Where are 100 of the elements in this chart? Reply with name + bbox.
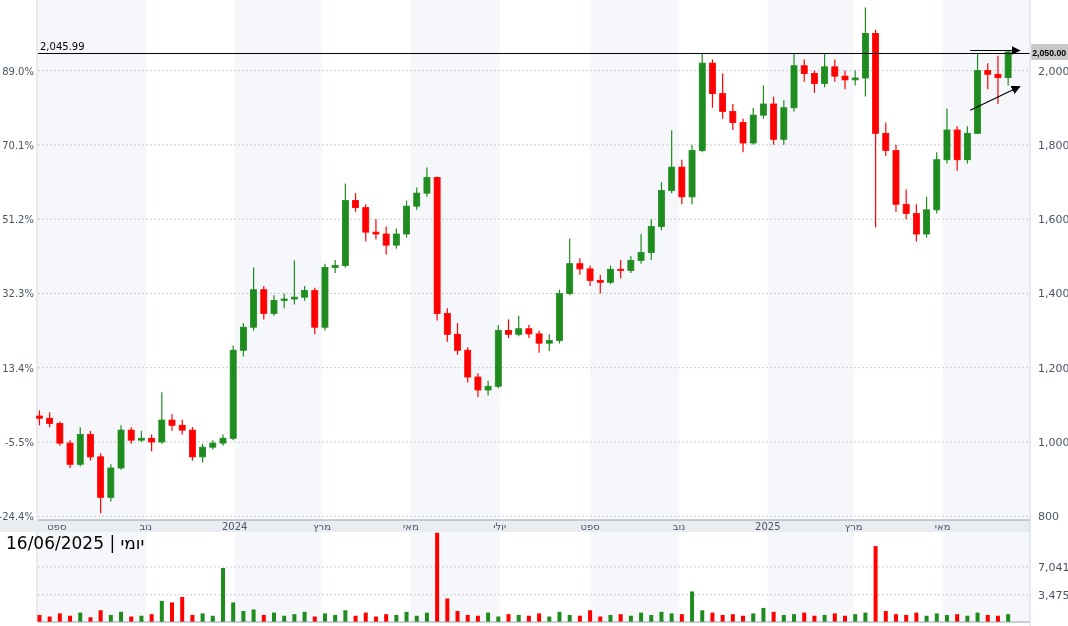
- x-tick-label: 2025: [755, 521, 781, 532]
- candlestick: [882, 121, 890, 157]
- bar: [751, 613, 756, 622]
- bar: [761, 607, 766, 622]
- x-tick-label: מאי: [934, 521, 951, 532]
- candlestick: [729, 103, 737, 131]
- bar: [853, 614, 858, 622]
- candlestick: [382, 225, 390, 256]
- y2-tick-label: -5.5%: [4, 437, 34, 449]
- y-tick-label: 2,000: [1038, 64, 1068, 78]
- bar: [955, 614, 960, 622]
- candlestick: [484, 380, 492, 397]
- candlestick: [413, 186, 421, 211]
- x-tick-label: נוב: [672, 521, 686, 532]
- bar: [934, 613, 939, 622]
- candlestick: [66, 439, 74, 469]
- x-tick-label: יולי: [493, 521, 507, 532]
- candlestick: [535, 329, 543, 354]
- candlestick: [56, 420, 64, 447]
- candlestick: [87, 430, 94, 462]
- bar: [455, 611, 460, 622]
- y2-tick-label: 70.1%: [2, 139, 34, 151]
- candlestick: [984, 62, 992, 90]
- candlestick: [199, 443, 207, 464]
- candlestick: [617, 259, 625, 280]
- y-tick-label: 1,600: [1038, 213, 1068, 227]
- x-tick-label: מרץ: [844, 521, 863, 532]
- bar: [98, 610, 103, 622]
- y-tick-label: 1,000: [1038, 436, 1068, 449]
- y2-tick-label: 89.0%: [2, 65, 34, 77]
- bar: [445, 598, 450, 622]
- bar: [251, 609, 256, 622]
- candlestick: [239, 322, 247, 358]
- bar: [588, 610, 593, 622]
- bar: [149, 614, 154, 622]
- bar: [180, 596, 185, 622]
- candlestick: [607, 264, 614, 285]
- candlestick: [290, 259, 298, 306]
- y-tick-label: 1,400: [1038, 287, 1068, 301]
- y-tick-label: 1,200: [1038, 361, 1068, 375]
- bar: [537, 613, 542, 622]
- bar: [669, 613, 674, 622]
- candlestick: [811, 69, 818, 94]
- bar: [883, 611, 888, 622]
- bar: [792, 614, 797, 622]
- bar: [1006, 614, 1011, 622]
- candlestick: [260, 285, 268, 321]
- bar: [690, 591, 695, 622]
- candlestick: [719, 72, 727, 120]
- x-tick-label: מרץ: [313, 521, 331, 532]
- candlestick: [423, 166, 431, 198]
- candlestick: [841, 69, 849, 90]
- bar: [700, 610, 705, 622]
- bar: [221, 568, 225, 622]
- bar: [618, 614, 623, 622]
- candlestick: [352, 192, 359, 213]
- annotation: 2,050.00: [1032, 48, 1068, 58]
- x-tick-label: ספט: [47, 521, 67, 532]
- candlestick: [831, 58, 839, 83]
- y-tick-label: 800: [1038, 510, 1059, 524]
- x-tick-label: ספט: [580, 521, 600, 532]
- candlestick: [586, 264, 594, 287]
- bar: [292, 614, 297, 622]
- bar: [893, 614, 898, 622]
- bar: [435, 532, 440, 622]
- candlestick: [158, 391, 166, 445]
- candlestick: [505, 318, 512, 339]
- candlestick: [270, 294, 278, 317]
- bar: [679, 614, 684, 622]
- bar: [231, 602, 236, 622]
- candlestick: [760, 84, 767, 120]
- bar: [730, 614, 735, 622]
- y2-tick-label: 32.3%: [2, 288, 34, 300]
- y-tick-label: 7,041: [1038, 560, 1068, 574]
- y-tick-label: 3,475: [1038, 588, 1068, 602]
- bar: [170, 602, 175, 622]
- candlestick: [800, 58, 808, 83]
- bar: [832, 613, 837, 622]
- x-tick-label: 2024: [221, 521, 248, 532]
- candlestick: [821, 53, 829, 88]
- candlestick: [668, 129, 676, 194]
- ref-line-label: 2,045.99: [40, 41, 85, 53]
- y2-tick-label: 51.2%: [2, 214, 34, 226]
- candlestick: [902, 188, 910, 220]
- x-tick-label: נוב: [139, 521, 153, 532]
- annotation: יומי | 16/06/2025: [6, 533, 145, 553]
- candlestick: [443, 307, 451, 343]
- bar: [506, 614, 511, 622]
- candlestick: [515, 315, 523, 337]
- candlestick: [596, 274, 604, 295]
- candlestick: [454, 322, 461, 356]
- bar: [384, 614, 389, 622]
- x-tick-label: מאי: [403, 521, 419, 532]
- candlestick: [372, 218, 380, 241]
- bar: [241, 611, 246, 622]
- bar: [343, 610, 348, 622]
- bar: [322, 613, 327, 622]
- candlestick: [168, 413, 176, 432]
- candlestick: [474, 372, 482, 398]
- candlestick: [994, 55, 1002, 105]
